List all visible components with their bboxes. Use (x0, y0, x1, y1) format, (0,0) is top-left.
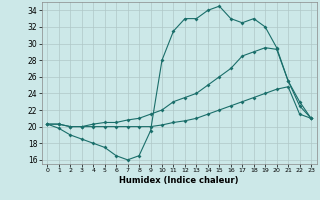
X-axis label: Humidex (Indice chaleur): Humidex (Indice chaleur) (119, 176, 239, 185)
